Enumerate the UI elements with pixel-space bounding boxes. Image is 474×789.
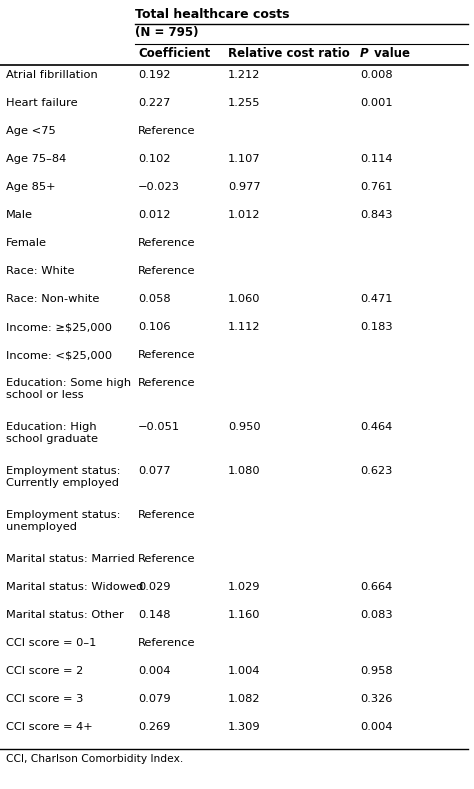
Text: value: value <box>370 47 410 60</box>
Text: Reference: Reference <box>138 238 195 248</box>
Text: Race: White: Race: White <box>6 266 74 276</box>
Text: 0.843: 0.843 <box>360 210 392 220</box>
Text: Relative cost ratio: Relative cost ratio <box>228 47 350 60</box>
Text: P: P <box>360 47 369 60</box>
Text: 0.114: 0.114 <box>360 154 392 164</box>
Text: CCI, Charlson Comorbidity Index.: CCI, Charlson Comorbidity Index. <box>6 754 183 764</box>
Text: CCI score = 2: CCI score = 2 <box>6 666 83 676</box>
Text: 0.664: 0.664 <box>360 582 392 592</box>
Text: Reference: Reference <box>138 266 195 276</box>
Text: 1.107: 1.107 <box>228 154 261 164</box>
Text: 0.269: 0.269 <box>138 722 170 732</box>
Text: Employment status:
unemployed: Employment status: unemployed <box>6 510 120 532</box>
Text: 1.212: 1.212 <box>228 70 260 80</box>
Text: 0.227: 0.227 <box>138 98 170 108</box>
Text: 1.004: 1.004 <box>228 666 261 676</box>
Text: 0.077: 0.077 <box>138 466 171 476</box>
Text: 1.255: 1.255 <box>228 98 261 108</box>
Text: 0.958: 0.958 <box>360 666 392 676</box>
Text: Reference: Reference <box>138 638 195 648</box>
Text: CCI score = 0–1: CCI score = 0–1 <box>6 638 96 648</box>
Text: Age 75–84: Age 75–84 <box>6 154 66 164</box>
Text: Reference: Reference <box>138 510 195 520</box>
Text: 0.012: 0.012 <box>138 210 171 220</box>
Text: 0.950: 0.950 <box>228 422 261 432</box>
Text: 1.082: 1.082 <box>228 694 261 704</box>
Text: 0.148: 0.148 <box>138 610 171 620</box>
Text: Reference: Reference <box>138 378 195 388</box>
Text: 0.183: 0.183 <box>360 322 392 332</box>
Text: CCI score = 4+: CCI score = 4+ <box>6 722 92 732</box>
Text: 0.192: 0.192 <box>138 70 171 80</box>
Text: 0.083: 0.083 <box>360 610 392 620</box>
Text: 0.106: 0.106 <box>138 322 171 332</box>
Text: Total healthcare costs: Total healthcare costs <box>135 8 290 21</box>
Text: Heart failure: Heart failure <box>6 98 78 108</box>
Text: −0.023: −0.023 <box>138 182 180 192</box>
Text: 0.004: 0.004 <box>360 722 392 732</box>
Text: Age 85+: Age 85+ <box>6 182 55 192</box>
Text: 0.029: 0.029 <box>138 582 171 592</box>
Text: 0.326: 0.326 <box>360 694 392 704</box>
Text: Marital status: Married: Marital status: Married <box>6 554 135 564</box>
Text: 0.464: 0.464 <box>360 422 392 432</box>
Text: 0.079: 0.079 <box>138 694 171 704</box>
Text: Age <75: Age <75 <box>6 126 56 136</box>
Text: CCI score = 3: CCI score = 3 <box>6 694 83 704</box>
Text: 1.060: 1.060 <box>228 294 261 304</box>
Text: Income: ≥$25,000: Income: ≥$25,000 <box>6 322 112 332</box>
Text: Coefficient: Coefficient <box>138 47 210 60</box>
Text: 0.102: 0.102 <box>138 154 171 164</box>
Text: 0.471: 0.471 <box>360 294 392 304</box>
Text: 0.761: 0.761 <box>360 182 392 192</box>
Text: 1.160: 1.160 <box>228 610 261 620</box>
Text: 1.012: 1.012 <box>228 210 261 220</box>
Text: Employment status:
Currently employed: Employment status: Currently employed <box>6 466 120 488</box>
Text: Atrial fibrillation: Atrial fibrillation <box>6 70 98 80</box>
Text: 0.977: 0.977 <box>228 182 261 192</box>
Text: 1.080: 1.080 <box>228 466 261 476</box>
Text: Reference: Reference <box>138 554 195 564</box>
Text: −0.051: −0.051 <box>138 422 180 432</box>
Text: Race: Non-white: Race: Non-white <box>6 294 100 304</box>
Text: Income: <$25,000: Income: <$25,000 <box>6 350 112 360</box>
Text: Education: High
school graduate: Education: High school graduate <box>6 422 98 443</box>
Text: Reference: Reference <box>138 350 195 360</box>
Text: Male: Male <box>6 210 33 220</box>
Text: Marital status: Other: Marital status: Other <box>6 610 124 620</box>
Text: 0.001: 0.001 <box>360 98 392 108</box>
Text: 0.623: 0.623 <box>360 466 392 476</box>
Text: (N = 795): (N = 795) <box>135 26 199 39</box>
Text: Marital status: Widowed: Marital status: Widowed <box>6 582 143 592</box>
Text: 0.058: 0.058 <box>138 294 171 304</box>
Text: Education: Some high
school or less: Education: Some high school or less <box>6 378 131 399</box>
Text: Reference: Reference <box>138 126 195 136</box>
Text: 1.309: 1.309 <box>228 722 261 732</box>
Text: 1.029: 1.029 <box>228 582 261 592</box>
Text: 0.008: 0.008 <box>360 70 392 80</box>
Text: 0.004: 0.004 <box>138 666 171 676</box>
Text: Female: Female <box>6 238 47 248</box>
Text: 1.112: 1.112 <box>228 322 261 332</box>
